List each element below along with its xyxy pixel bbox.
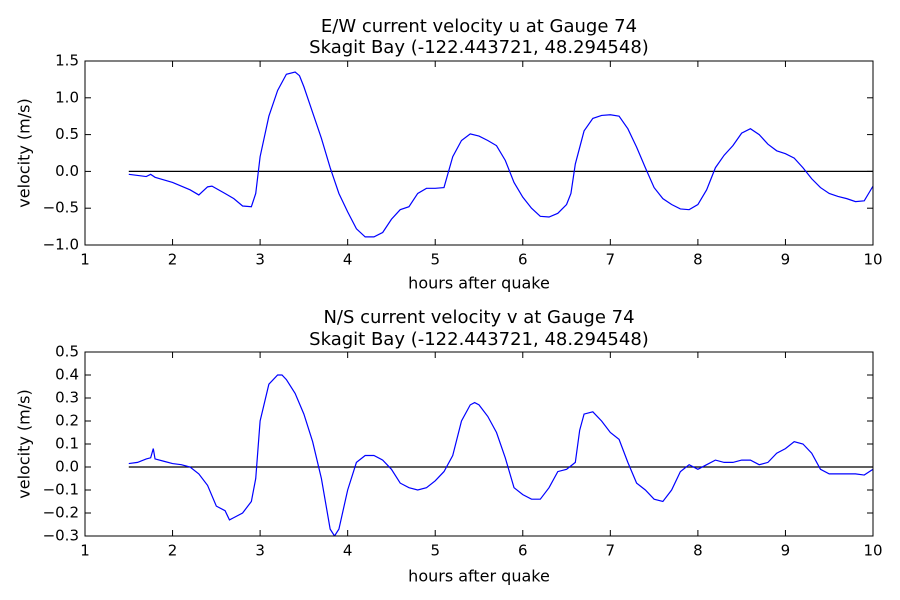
x-tick-label: 5	[430, 251, 440, 269]
chart-subtitle: Skagit Bay (-122.443721, 48.294548)	[309, 37, 649, 58]
x-tick-label: 3	[255, 251, 265, 269]
x-tick-label: 6	[518, 542, 528, 560]
y-axis-label: velocity (m/s)	[15, 98, 34, 207]
y-axis-label: velocity (m/s)	[15, 389, 34, 498]
y-tick-label: 0.5	[55, 125, 79, 143]
x-tick-label: 9	[781, 251, 791, 269]
y-tick-label: 1.5	[55, 52, 79, 70]
data-line	[128, 71, 873, 238]
x-tick-label: 7	[606, 251, 616, 269]
chart-title: N/S current velocity v at Gauge 74	[323, 307, 634, 328]
x-tick-label: 5	[430, 542, 440, 560]
x-tick-label: 7	[606, 542, 616, 560]
x-tick-label: 8	[693, 251, 703, 269]
x-tick-label: 6	[518, 251, 528, 269]
y-tick-label: 0.1	[55, 435, 79, 453]
y-tick-label: −0.5	[43, 199, 79, 217]
y-tick-label: 0.2	[55, 412, 79, 430]
y-tick-label: 1.0	[55, 88, 79, 106]
x-tick-label: 9	[781, 542, 791, 560]
y-tick-label: 0.5	[55, 343, 79, 361]
y-tick-label: −0.3	[43, 527, 79, 545]
y-tick-label: 0.4	[55, 366, 79, 384]
y-tick-label: −1.0	[43, 236, 79, 254]
x-tick-label: 10	[863, 251, 882, 269]
x-tick-label: 3	[255, 542, 265, 560]
y-tick-label: 0.3	[55, 389, 79, 407]
chart-title: E/W current velocity u at Gauge 74	[321, 16, 637, 37]
y-tick-label: 0.0	[55, 162, 79, 180]
x-axis-label: hours after quake	[408, 274, 550, 293]
axes-frame	[84, 60, 874, 246]
x-tick-label: 2	[168, 542, 178, 560]
x-tick-label: 2	[168, 251, 178, 269]
y-tick-label: −0.2	[43, 504, 79, 522]
y-tick-label: −0.1	[43, 481, 79, 499]
x-tick-label: 4	[343, 251, 353, 269]
y-tick-label: 0.0	[55, 458, 79, 476]
x-tick-label: 8	[693, 542, 703, 560]
chart-subtitle: Skagit Bay (-122.443721, 48.294548)	[309, 329, 649, 350]
x-axis-label: hours after quake	[408, 567, 550, 586]
x-tick-label: 1	[80, 542, 90, 560]
x-tick-label: 4	[343, 542, 353, 560]
data-line	[128, 374, 873, 536]
x-tick-label: 1	[80, 251, 90, 269]
x-tick-label: 10	[863, 542, 882, 560]
